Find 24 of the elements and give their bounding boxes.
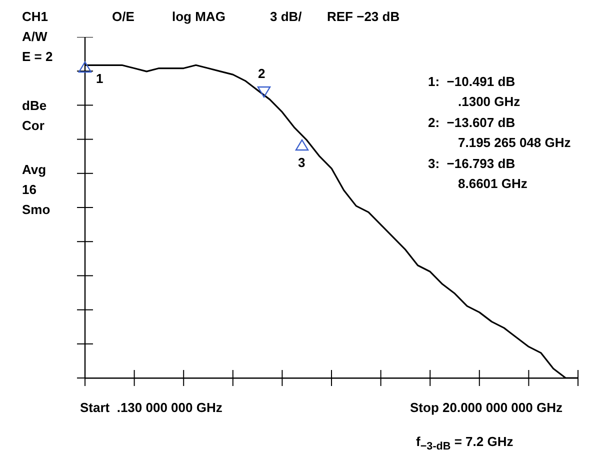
text: 3 dB/ bbox=[270, 9, 302, 25]
text: Avg bbox=[22, 162, 46, 178]
annotation: 2: −13.607 dB bbox=[428, 115, 516, 131]
text: Cor bbox=[22, 118, 44, 134]
annotation: 3: −16.793 dB bbox=[428, 156, 516, 172]
annotation: 8.6601 GHz bbox=[458, 176, 528, 192]
annotation: 1: −10.491 dB bbox=[428, 74, 516, 90]
text: Smo bbox=[22, 202, 50, 218]
annotation: 7.195 265 048 GHz bbox=[458, 135, 571, 151]
annotation: 3 bbox=[298, 155, 306, 171]
text: E = 2 bbox=[22, 49, 53, 65]
text: A/W bbox=[22, 29, 48, 45]
annotation: 1 bbox=[96, 71, 104, 87]
annotation: 2 bbox=[258, 66, 266, 82]
annotation: .1300 GHz bbox=[458, 94, 520, 110]
text: 16 bbox=[22, 182, 36, 198]
text: dBe bbox=[22, 98, 47, 114]
text: f$_{−3-dB}$ = 7.2 GHz bbox=[416, 434, 514, 455]
text: Stop 20.000 000 000 GHz bbox=[410, 400, 562, 416]
text: CH1 bbox=[22, 9, 48, 25]
text: log MAG bbox=[172, 9, 226, 25]
text: Start .130 000 000 GHz bbox=[80, 400, 222, 416]
text: REF −23 dB bbox=[327, 9, 400, 25]
text: O/E bbox=[112, 9, 134, 25]
